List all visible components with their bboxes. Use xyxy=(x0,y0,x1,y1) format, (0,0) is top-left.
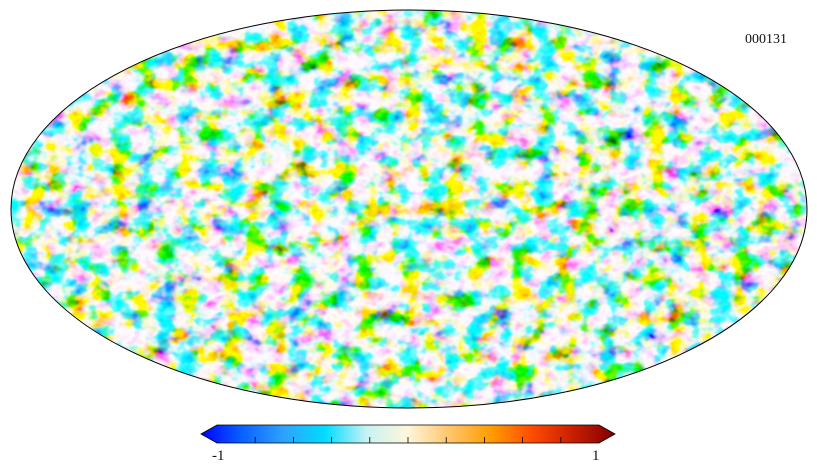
colorbar-gradient xyxy=(200,424,616,444)
colorbar xyxy=(200,424,616,444)
colorbar-min-label: -1 xyxy=(212,448,225,464)
colorbar-max-label: 1 xyxy=(592,448,600,464)
colorbar-ticks xyxy=(254,437,562,443)
map-id-label: 000131 xyxy=(745,32,787,47)
map-fill xyxy=(11,10,807,408)
map-border xyxy=(10,9,808,409)
